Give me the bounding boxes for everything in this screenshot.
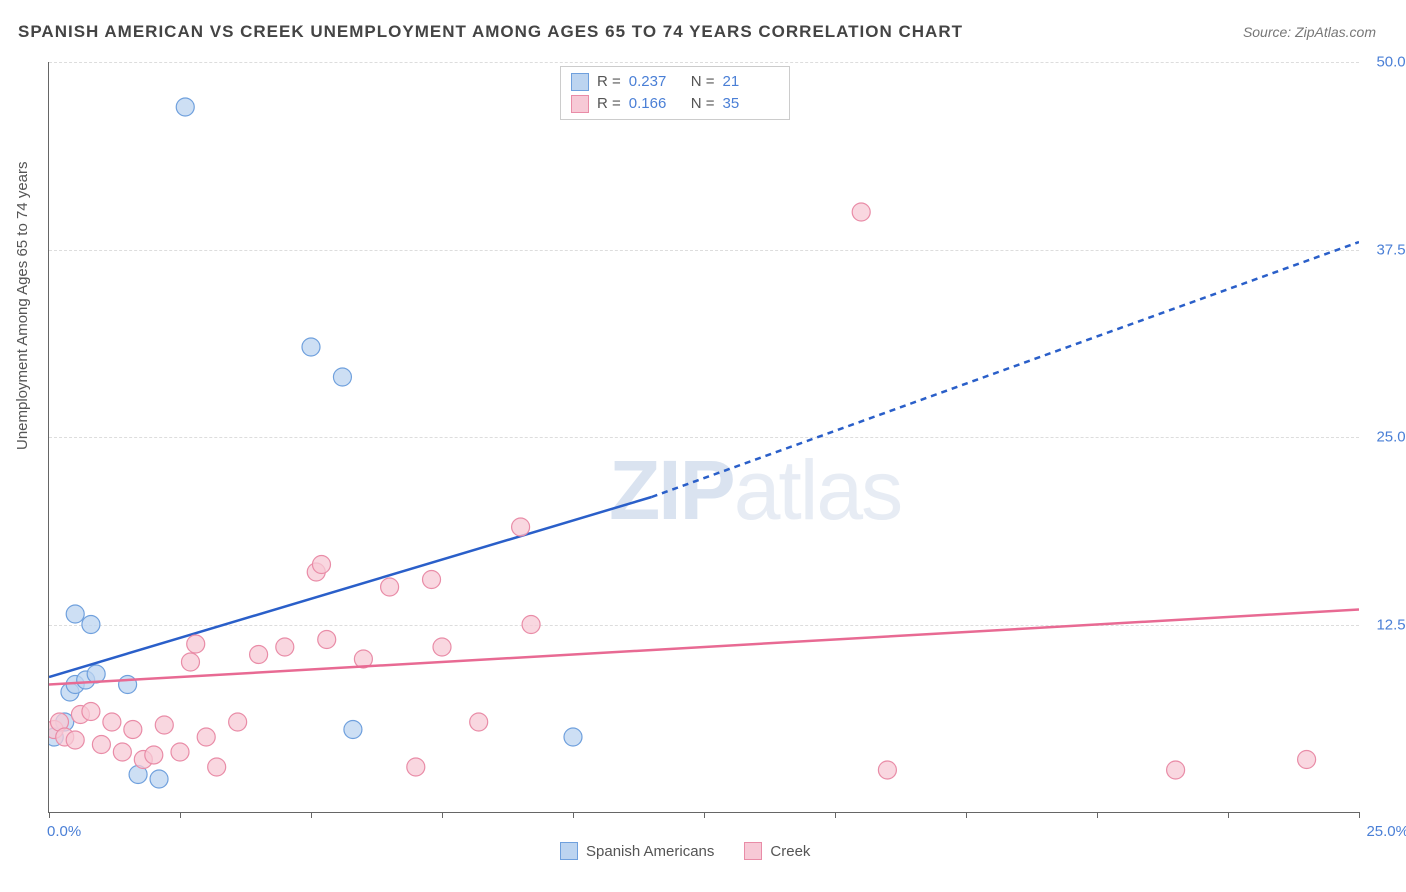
data-point [208,758,226,776]
data-point [145,746,163,764]
data-point [176,98,194,116]
data-point [150,770,168,788]
source-attribution: Source: ZipAtlas.com [1243,24,1376,40]
data-point [250,646,268,664]
swatch-spanish-icon [560,842,578,860]
data-point [512,518,530,536]
y-axis-label: Unemployment Among Ages 65 to 74 years [14,161,31,450]
legend-item-creek: Creek [744,842,810,860]
legend-label-spanish: Spanish Americans [586,843,714,860]
y-tick-label: 12.5% [1376,616,1406,633]
legend-item-spanish: Spanish Americans [560,842,714,860]
r-label: R = [597,71,621,93]
n-value-spanish: 21 [723,71,765,93]
swatch-creek-icon [744,842,762,860]
data-point [181,653,199,671]
trend-line [49,610,1359,685]
data-point [187,635,205,653]
legend-row-spanish: R = 0.237 N = 21 [571,71,777,93]
legend-row-creek: R = 0.166 N = 35 [571,93,777,115]
data-point [119,676,137,694]
x-tick [1359,812,1360,818]
data-point [522,616,540,634]
x-tick [835,812,836,818]
x-tick [1097,812,1098,818]
legend-label-creek: Creek [770,843,810,860]
correlation-legend: R = 0.237 N = 21 R = 0.166 N = 35 [560,66,790,120]
data-point [1298,751,1316,769]
data-point [171,743,189,761]
x-tick [1228,812,1229,818]
data-point [564,728,582,746]
y-tick-label: 50.0% [1376,54,1406,71]
data-point [82,616,100,634]
x-tick [573,812,574,818]
data-point [82,703,100,721]
data-point [423,571,441,589]
data-point [302,338,320,356]
trend-line-extrapolated [652,242,1359,497]
y-tick-label: 25.0% [1376,429,1406,446]
data-point [407,758,425,776]
n-label: N = [691,93,715,115]
data-point [66,605,84,623]
data-point [852,203,870,221]
y-tick-label: 37.5% [1376,241,1406,258]
n-label: N = [691,71,715,93]
x-tick [180,812,181,818]
data-point [344,721,362,739]
x-tick [49,812,50,818]
data-point [124,721,142,739]
data-point [312,556,330,574]
data-point [197,728,215,746]
data-point [276,638,294,656]
data-point [318,631,336,649]
x-tick [966,812,967,818]
chart-title: SPANISH AMERICAN VS CREEK UNEMPLOYMENT A… [18,22,963,42]
x-tick-label-max: 25.0% [1366,823,1406,840]
x-tick [442,812,443,818]
x-tick [704,812,705,818]
data-point [381,578,399,596]
data-point [470,713,488,731]
data-point [66,731,84,749]
trend-line [49,497,652,677]
r-label: R = [597,93,621,115]
r-value-spanish: 0.237 [629,71,671,93]
data-point [103,713,121,731]
n-value-creek: 35 [723,93,765,115]
swatch-creek [571,95,589,113]
data-point [878,761,896,779]
swatch-spanish [571,73,589,91]
data-point [113,743,131,761]
data-point [229,713,247,731]
r-value-creek: 0.166 [629,93,671,115]
data-point [1167,761,1185,779]
x-tick [311,812,312,818]
data-point [333,368,351,386]
series-legend: Spanish Americans Creek [560,842,810,860]
chart-svg [49,62,1359,812]
data-point [155,716,173,734]
data-point [433,638,451,656]
x-tick-label-min: 0.0% [47,823,81,840]
plot-area: ZIPatlas 12.5%25.0%37.5%50.0%0.0%25.0% [48,62,1359,813]
data-point [92,736,110,754]
